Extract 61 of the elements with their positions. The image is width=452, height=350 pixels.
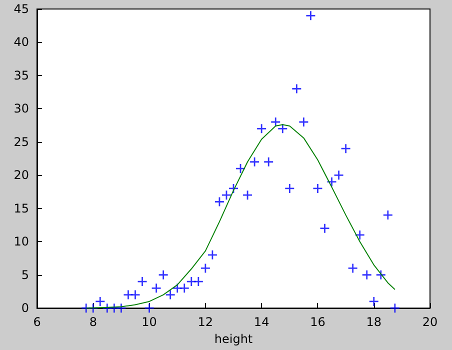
point [144,302,154,314]
point [334,170,344,180]
point [116,302,126,314]
point [179,282,190,294]
point [340,143,351,154]
point [263,156,274,168]
y-tick-label: 0 [21,301,29,316]
point [305,10,316,21]
point [137,276,148,287]
point [193,276,204,287]
x-tick-label: 8 [89,315,97,330]
point [242,190,253,200]
x-tick-label: 16 [310,315,326,330]
x-tick-label: 10 [142,315,157,330]
point [284,183,295,194]
point [249,156,260,168]
y-tick-label: 15 [14,201,29,216]
x-tick-label: 20 [422,315,438,330]
y-tick-label: 45 [14,2,29,16]
y-tick-label: 35 [14,68,29,82]
point [108,302,120,314]
y-tick-label: 5 [21,268,29,282]
point [348,263,358,274]
x-axis-title: height [214,332,253,346]
point [158,270,169,280]
point [214,196,225,207]
x-tick-label: 12 [198,315,214,330]
point [123,290,134,300]
point [186,276,197,287]
point [368,296,380,307]
point [320,223,330,234]
point [390,302,400,314]
point [228,183,239,194]
point [172,282,183,294]
point [200,263,211,274]
point [326,176,337,188]
point [382,210,394,220]
x-tick-label: 6 [33,315,41,330]
y-tick-label: 20 [14,168,29,182]
point [165,290,176,300]
point [235,163,246,174]
x-tick-label: 18 [366,315,382,330]
point [151,282,162,294]
point [354,230,366,240]
y-tick-label: 10 [14,234,29,249]
point [362,270,372,280]
x-tick-label: 14 [254,315,270,330]
point [298,116,309,128]
point [376,270,386,280]
point [291,84,302,94]
line-series [86,124,396,309]
y-tick-label: 25 [14,134,29,149]
point [88,302,98,314]
point [80,302,92,314]
y-tick-label: 40 [14,35,29,50]
y-tick-label: 30 [14,102,29,116]
point [207,250,218,260]
point [256,123,267,134]
point [312,183,323,194]
point [130,290,140,300]
point [221,190,232,200]
